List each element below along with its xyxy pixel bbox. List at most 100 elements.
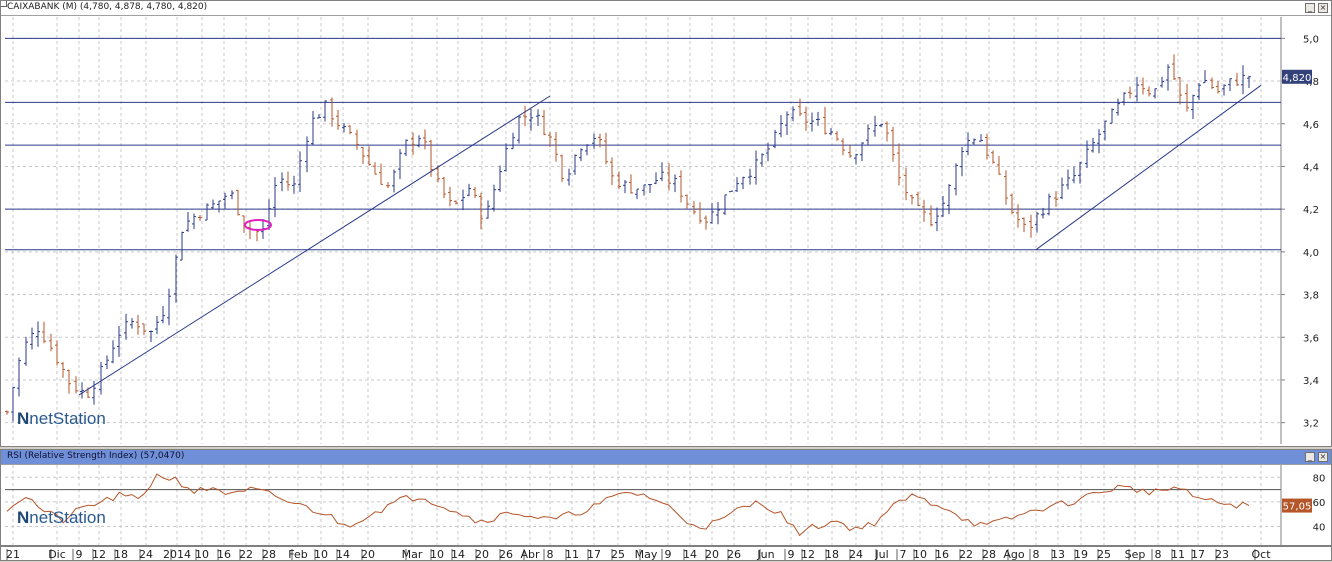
price-bar: [248, 221, 252, 240]
x-tick-label: 25: [611, 548, 625, 561]
price-bar: [1128, 86, 1132, 99]
minimize-button[interactable]: _: [1305, 3, 1315, 13]
price-bar: [24, 336, 28, 366]
price-bar: [130, 318, 134, 329]
x-tick-label: Abr: [520, 548, 540, 561]
price-bar: [1172, 54, 1176, 81]
x-tick-label: 9: [665, 548, 672, 561]
x-tick-label: 14: [451, 548, 465, 561]
x-tick-label: 17: [1191, 548, 1205, 561]
price-bar: [461, 189, 465, 211]
price-bar: [929, 205, 933, 227]
price-pane: CAIXABANK (M) (4,780, 4,878, 4,780, 4,82…: [0, 0, 1332, 447]
price-bar: [610, 157, 614, 186]
price-bar: [935, 207, 939, 232]
price-bar: [816, 111, 820, 126]
x-tick-label: Ago: [1003, 548, 1025, 561]
x-tick-label: 10: [913, 548, 927, 561]
price-bar: [155, 315, 159, 335]
close-button[interactable]: ×: [1318, 3, 1328, 13]
price-bar: [897, 143, 901, 186]
price-bar: [211, 199, 215, 209]
price-bar: [367, 146, 371, 166]
x-tick-label: 16: [217, 548, 231, 561]
x-tick-label: Oct: [1251, 548, 1271, 561]
price-bar: [492, 184, 496, 212]
price-bar: [1185, 83, 1189, 112]
price-bar: [579, 148, 583, 162]
x-tick-label: Jul: [874, 548, 888, 561]
x-axis-labels: 21 Dic 9 12 18 24 2014 10 16 22 28 Feb 10 14 20 Mar 10 14…: [6, 548, 1271, 561]
price-bar: [985, 133, 989, 160]
trend-line-0: [78, 95, 551, 396]
price-bar: [710, 202, 714, 224]
price-tick-label: 4,4: [1303, 162, 1319, 173]
price-bar: [398, 149, 402, 180]
price-bar: [773, 129, 777, 149]
last-price-marker: [1282, 69, 1312, 84]
price-bar: [454, 200, 458, 205]
x-tick-label: 18: [825, 548, 839, 561]
price-bar: [423, 129, 427, 150]
price-bar: [1010, 193, 1014, 215]
price-bar: [186, 212, 190, 232]
price-bar: [330, 97, 334, 127]
price-bar: [848, 145, 852, 158]
price-bar: [760, 153, 764, 167]
price-bar: [1066, 169, 1070, 190]
price-bar: [180, 231, 184, 261]
price-bar: [11, 386, 15, 422]
price-bar: [885, 121, 889, 142]
price-tick-label: 4,0: [1303, 248, 1319, 259]
x-tick-label: 18: [114, 548, 128, 561]
price-bar: [1191, 94, 1195, 119]
price-bar: [804, 106, 808, 131]
x-tick-label: 2014: [163, 548, 191, 561]
price-bar: [386, 182, 390, 189]
x-tick-label: May: [635, 548, 658, 561]
price-bar: [517, 116, 521, 144]
x-tick-label: 11: [565, 548, 579, 561]
price-bar: [648, 184, 652, 193]
price-bar: [473, 186, 477, 199]
price-bar: [916, 191, 920, 207]
price-bar: [1085, 140, 1089, 169]
price-bar: [1091, 137, 1095, 153]
price-bar: [230, 190, 234, 200]
x-tick-label: 22: [959, 548, 973, 561]
price-bar: [585, 144, 589, 156]
price-bar: [336, 109, 340, 130]
price-bar: [1122, 92, 1126, 106]
price-bar: [192, 213, 196, 230]
price-bar: [654, 172, 658, 185]
price-bar: [716, 201, 720, 225]
price-bar: [748, 168, 752, 185]
price-bar: [791, 106, 795, 122]
price-bar: [972, 138, 976, 145]
price-bar: [311, 110, 315, 146]
price-bar: [1228, 78, 1232, 92]
price-bar: [873, 115, 877, 137]
price-bar: [673, 174, 677, 193]
price-bar: [604, 132, 608, 165]
price-bar: [1022, 217, 1026, 233]
rsi-last-label: 57,05: [1283, 502, 1312, 513]
price-bar: [529, 108, 533, 131]
rsi-minimize-button[interactable]: _: [1305, 452, 1315, 462]
pane-corner-icon: [1, 1, 7, 7]
price-bar: [174, 254, 178, 303]
price-bar: [74, 376, 78, 394]
price-bar: [617, 171, 621, 189]
rsi-close-button[interactable]: ×: [1318, 452, 1328, 462]
price-pane-titlebar: CAIXABANK (M) (4,780, 4,878, 4,780, 4,82…: [1, 1, 1331, 16]
price-bar: [991, 150, 995, 164]
price-tick-label: 3,6: [1303, 333, 1319, 344]
price-bar: [205, 203, 209, 221]
price-bar: [860, 142, 864, 162]
price-bar: [1078, 161, 1082, 184]
price-bar: [723, 194, 727, 216]
x-tick-label: 8: [1155, 548, 1162, 561]
price-bar: [1241, 65, 1245, 95]
rsi-tick-label: 40: [1313, 523, 1326, 534]
price-bar: [55, 340, 59, 366]
